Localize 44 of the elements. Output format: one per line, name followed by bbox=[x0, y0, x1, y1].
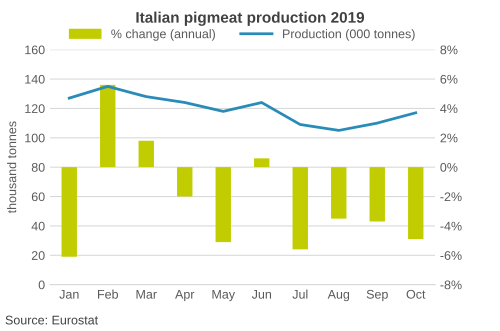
x-tick-label: Mar bbox=[136, 290, 157, 299]
line-series bbox=[68, 84, 418, 132]
y2-tick-label: 0% bbox=[440, 162, 458, 172]
x-tick-label: Aug bbox=[328, 290, 350, 302]
bar bbox=[216, 167, 231, 242]
y2-tick-label: -2% bbox=[440, 192, 462, 202]
y2-tick-label: -6% bbox=[440, 251, 462, 260]
x-tick-label: Sep bbox=[366, 290, 388, 302]
y2-tick-label: 6% bbox=[440, 74, 458, 84]
y2-tick-label: -8% bbox=[440, 280, 462, 290]
chart-title: Italian pigmeat production 2019 bbox=[136, 12, 364, 26]
bar bbox=[370, 167, 385, 222]
bar bbox=[254, 158, 270, 168]
x-tick-label: Apr bbox=[175, 290, 194, 302]
bar bbox=[292, 167, 308, 250]
y2-tick-label: -4% bbox=[440, 222, 462, 231]
x-tick-label: Jun bbox=[252, 290, 272, 299]
y-tick-label: 80 bbox=[32, 162, 45, 172]
bar bbox=[408, 167, 424, 240]
source-note: Source: Eurostat bbox=[6, 316, 98, 325]
bar bbox=[177, 167, 192, 197]
x-tick-label: May bbox=[212, 290, 236, 302]
y-tick-label: 100 bbox=[25, 134, 45, 142]
x-tick-label: Oct bbox=[406, 290, 426, 299]
y2-tick-label: 8% bbox=[440, 45, 458, 54]
y2-tick-label: 4% bbox=[440, 104, 458, 114]
legend-label: Production (000 tonnes) bbox=[283, 29, 415, 41]
bar bbox=[331, 167, 346, 219]
y-tick-label: 120 bbox=[25, 104, 45, 114]
y2-tick-label: 2% bbox=[440, 134, 458, 142]
y-tick-label: 40 bbox=[32, 222, 45, 231]
bar bbox=[100, 84, 116, 168]
legend-label: % change (annual) bbox=[111, 29, 215, 41]
x-tick-label: Jan bbox=[59, 290, 79, 299]
y-tick-label: 0 bbox=[38, 280, 45, 290]
y-tick-label: 160 bbox=[25, 45, 45, 54]
bar bbox=[138, 140, 154, 168]
y-tick-label: 20 bbox=[32, 251, 45, 260]
x-tick-label: Feb bbox=[98, 290, 118, 299]
y-axis-title: thousand tonnes bbox=[7, 121, 16, 214]
bar bbox=[62, 167, 77, 257]
y-tick-label: 60 bbox=[32, 192, 45, 202]
y-tick-label: 140 bbox=[25, 74, 45, 84]
x-tick-label: Jul bbox=[292, 290, 308, 299]
